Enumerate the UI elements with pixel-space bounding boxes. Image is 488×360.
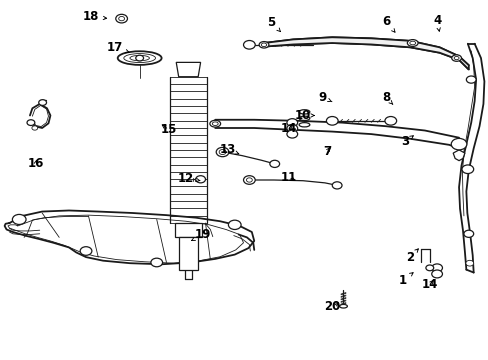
Text: 2: 2 — [406, 249, 418, 264]
Ellipse shape — [123, 54, 155, 63]
Circle shape — [269, 160, 279, 167]
Ellipse shape — [261, 43, 266, 46]
Circle shape — [461, 165, 473, 174]
Ellipse shape — [299, 123, 309, 127]
Text: 7: 7 — [323, 145, 331, 158]
Circle shape — [195, 176, 205, 183]
Circle shape — [384, 117, 396, 125]
Circle shape — [465, 260, 473, 266]
Circle shape — [331, 182, 341, 189]
Text: 15: 15 — [161, 123, 177, 136]
Text: 13: 13 — [219, 143, 238, 156]
Ellipse shape — [118, 51, 161, 65]
Polygon shape — [452, 150, 464, 161]
Text: 11: 11 — [280, 171, 296, 184]
Ellipse shape — [299, 110, 309, 114]
Polygon shape — [264, 37, 468, 69]
Text: 17: 17 — [107, 41, 129, 54]
Text: 5: 5 — [266, 16, 280, 32]
Circle shape — [80, 247, 92, 255]
Circle shape — [136, 55, 143, 61]
Text: 16: 16 — [27, 157, 44, 170]
Circle shape — [228, 220, 241, 229]
Ellipse shape — [407, 40, 417, 46]
Circle shape — [326, 117, 337, 125]
Circle shape — [39, 100, 46, 105]
Circle shape — [12, 215, 26, 225]
Ellipse shape — [453, 57, 458, 60]
Text: 14: 14 — [421, 278, 437, 291]
Circle shape — [286, 125, 297, 132]
Polygon shape — [176, 62, 200, 77]
Polygon shape — [178, 237, 198, 270]
Ellipse shape — [212, 122, 218, 126]
Ellipse shape — [451, 55, 461, 61]
Text: 3: 3 — [401, 135, 412, 148]
Text: 10: 10 — [294, 109, 314, 122]
Circle shape — [219, 149, 225, 154]
Text: 4: 4 — [432, 14, 440, 31]
Text: 20: 20 — [324, 300, 340, 313]
Ellipse shape — [209, 120, 220, 127]
Circle shape — [286, 119, 297, 127]
Circle shape — [431, 270, 442, 278]
Text: 12: 12 — [178, 172, 200, 185]
Text: 6: 6 — [381, 15, 394, 32]
Circle shape — [32, 126, 38, 130]
Text: 9: 9 — [318, 91, 331, 104]
Circle shape — [450, 138, 466, 150]
Circle shape — [463, 230, 473, 237]
Ellipse shape — [130, 55, 149, 61]
Circle shape — [431, 264, 442, 272]
Circle shape — [243, 176, 255, 184]
Circle shape — [151, 258, 162, 267]
Circle shape — [425, 265, 433, 271]
Circle shape — [116, 14, 127, 23]
Ellipse shape — [339, 305, 346, 308]
Polygon shape — [174, 223, 202, 237]
Text: 1: 1 — [398, 273, 412, 287]
Circle shape — [246, 178, 252, 182]
Text: 14: 14 — [280, 122, 296, 135]
Circle shape — [466, 76, 475, 83]
Text: 19: 19 — [191, 228, 211, 241]
Circle shape — [119, 17, 124, 21]
Ellipse shape — [259, 41, 268, 48]
Circle shape — [27, 120, 35, 126]
Ellipse shape — [299, 116, 309, 121]
Text: 8: 8 — [381, 91, 392, 104]
Circle shape — [286, 130, 297, 138]
Circle shape — [243, 41, 255, 49]
Ellipse shape — [409, 41, 415, 45]
Circle shape — [216, 147, 228, 157]
Text: 18: 18 — [82, 10, 106, 23]
